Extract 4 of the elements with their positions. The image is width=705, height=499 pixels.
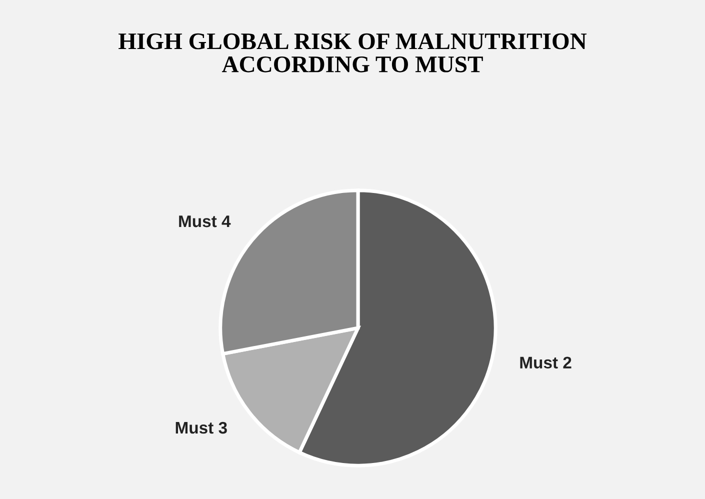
slice-label: Must 2 [520, 356, 572, 368]
slice-label: Must 4 [179, 216, 231, 228]
slice-label: Must 3 [176, 422, 227, 434]
chart-title: HIGH GLOBAL RISK OF MALNUTRITION ACCORDING TO MUST [118, 33, 587, 72]
